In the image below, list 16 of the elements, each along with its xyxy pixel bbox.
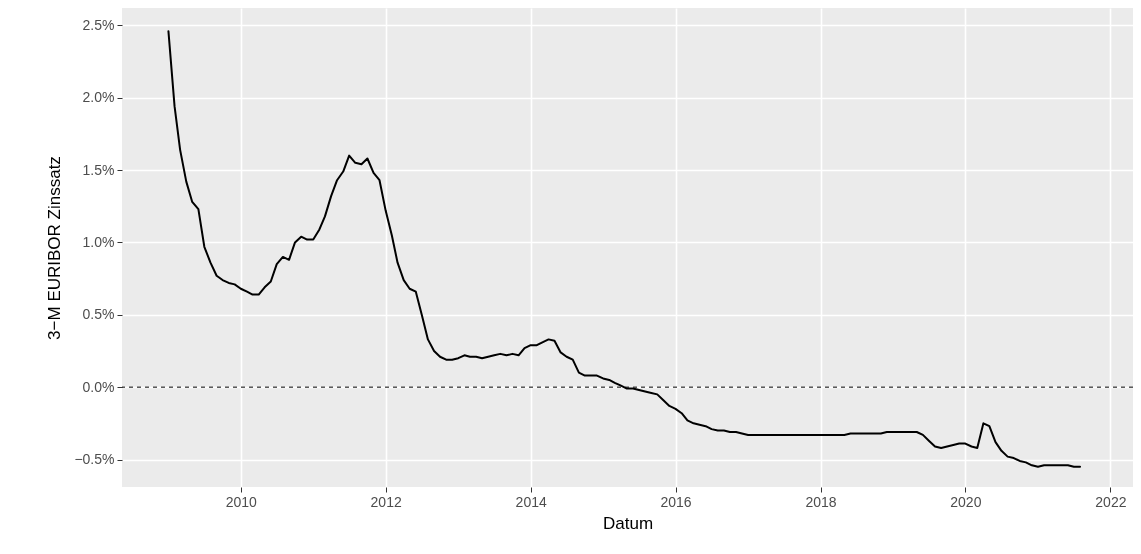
y-tick-label: 0.5% [82, 306, 115, 323]
y-tick-label: 1.0% [82, 233, 115, 250]
y-tick-label: 0.0% [82, 378, 115, 395]
x-tick-label: 2020 [950, 493, 982, 510]
x-tick-label: 2012 [370, 493, 402, 510]
x-tick-label: 2016 [660, 493, 692, 510]
y-axis-title: 3−M EURIBOR Zinssatz [45, 156, 65, 340]
x-tick-label: 2022 [1095, 493, 1127, 510]
x-axis-title: Datum [602, 513, 654, 533]
y-tick-label: 1.5% [82, 161, 115, 178]
x-tick-label: 2014 [515, 493, 547, 510]
x-tick-label: 2018 [805, 493, 837, 510]
y-tick-label: −0.5% [74, 451, 115, 467]
x-tick-label: 2010 [225, 493, 258, 510]
y-tick-label: 2.5% [82, 16, 115, 33]
y-tick-label: 2.0% [82, 89, 115, 106]
